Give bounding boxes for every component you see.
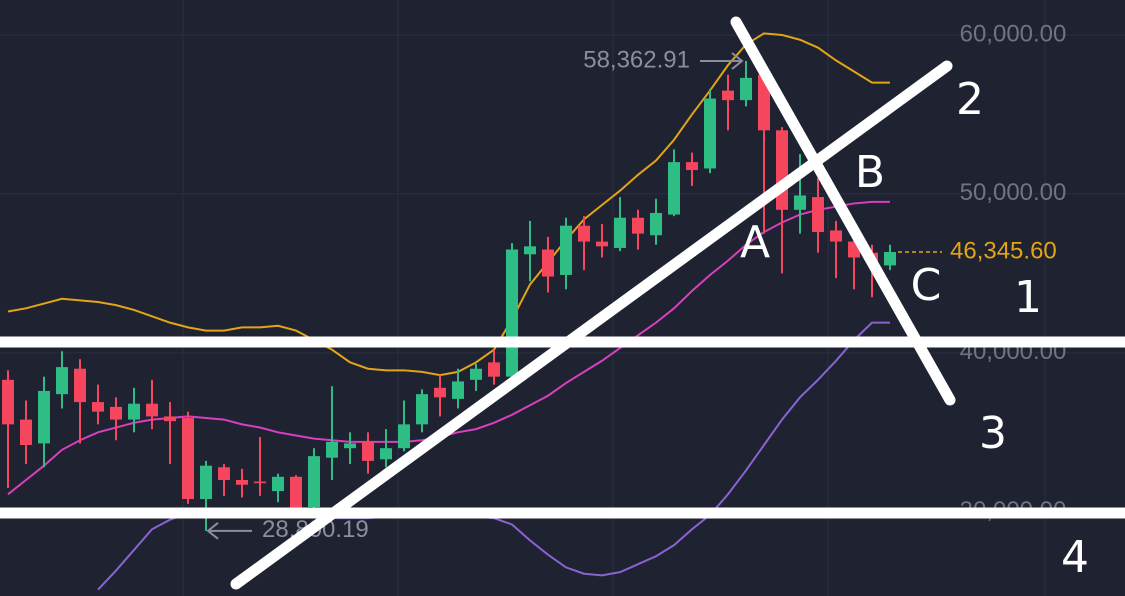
y-tick-label: 60,000.00 [960, 20, 1067, 47]
candle-body [596, 241, 608, 247]
candle-body [2, 379, 14, 425]
candle-body [308, 456, 320, 507]
candle-body [686, 162, 698, 171]
candle-body [20, 419, 32, 446]
candle-body [362, 441, 374, 461]
candle-body [812, 197, 824, 233]
candle-body [398, 424, 410, 449]
candle-body [560, 225, 572, 275]
candles [2, 60, 896, 531]
candle-body [128, 403, 140, 420]
drawn-lines [0, 16, 1125, 590]
drawn-line-3 [730, 16, 956, 406]
annotation: C [911, 260, 942, 311]
candle-body [326, 441, 338, 458]
hand-labels: A B C 1 2 3 4 [740, 74, 1089, 583]
candle-body [776, 130, 788, 210]
high-arrow [700, 52, 744, 70]
candle-body [524, 246, 536, 255]
candle-body [200, 465, 212, 500]
candle-body [146, 403, 158, 417]
candle-body [218, 467, 230, 480]
candle-body [668, 162, 680, 215]
annotation: 3 [979, 408, 1007, 459]
candle-body [506, 249, 518, 377]
band-line [7, 32, 890, 377]
candle-body [542, 249, 554, 277]
candle-body [164, 416, 176, 422]
candle-body [434, 387, 446, 398]
candle-body [794, 195, 806, 210]
candle-body [38, 390, 50, 444]
candle-body [740, 77, 752, 101]
annotation: B [855, 147, 885, 198]
annotation: 1 [1014, 272, 1042, 323]
last-price-label: 46,345.60 [950, 237, 1057, 264]
candle-body [452, 381, 464, 399]
candle-body [236, 479, 248, 485]
candle-body [632, 217, 644, 234]
candle-body [470, 368, 482, 380]
candle-body [110, 406, 122, 420]
drawn-line-2 [230, 60, 953, 590]
annotation: 4 [1061, 532, 1089, 583]
candle-body [578, 225, 590, 242]
candle-body [272, 476, 284, 492]
candle-body [74, 368, 86, 403]
y-tick-label: 50,000.00 [960, 179, 1067, 206]
candle-body [182, 417, 194, 500]
candle-body [614, 217, 626, 248]
candle-body [92, 402, 104, 412]
candle-body [344, 443, 356, 449]
candle-body [290, 476, 302, 509]
annotation: A [740, 217, 770, 268]
high-label: 58,362.91 [583, 46, 690, 73]
candle-body [830, 230, 842, 242]
candle-body [254, 481, 266, 484]
candle-body [704, 98, 716, 169]
candle-body [56, 367, 68, 395]
candle-body [884, 251, 896, 266]
candle-body [722, 90, 734, 101]
candle-body [650, 212, 662, 236]
candle-body [488, 362, 500, 377]
candle-body [416, 394, 428, 425]
candle-body [380, 448, 392, 460]
candle-body [758, 74, 770, 131]
annotation: 2 [956, 74, 984, 125]
low-arrow [206, 522, 252, 540]
